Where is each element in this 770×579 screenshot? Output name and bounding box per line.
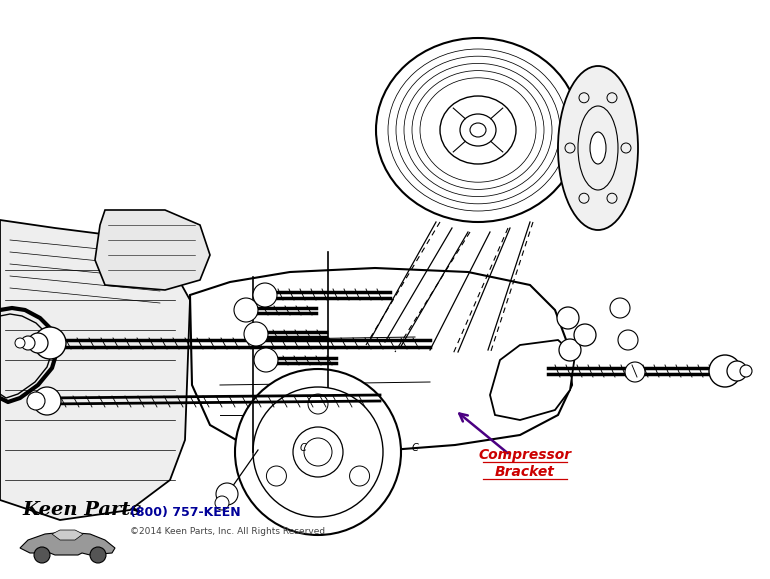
Polygon shape [190,268,572,452]
Ellipse shape [558,66,638,230]
Polygon shape [390,58,568,195]
Ellipse shape [376,38,580,222]
Ellipse shape [293,427,343,477]
Ellipse shape [34,547,50,563]
Ellipse shape [610,298,630,318]
Ellipse shape [27,392,45,410]
Ellipse shape [254,348,278,372]
Ellipse shape [28,333,48,353]
Ellipse shape [740,365,752,377]
Ellipse shape [235,369,401,535]
Ellipse shape [557,307,579,329]
Text: Bracket: Bracket [495,465,555,479]
Ellipse shape [470,123,486,137]
Polygon shape [52,530,83,540]
Ellipse shape [33,387,61,415]
Ellipse shape [253,283,277,307]
Text: ©2014 Keen Parts, Inc. All Rights Reserved: ©2014 Keen Parts, Inc. All Rights Reserv… [130,527,325,536]
Text: C: C [412,443,418,453]
Ellipse shape [15,338,25,348]
Text: Keen Parts: Keen Parts [22,501,141,519]
Text: Compressor: Compressor [478,448,571,462]
Ellipse shape [216,483,238,505]
Ellipse shape [559,339,581,361]
Ellipse shape [709,355,741,387]
Ellipse shape [727,361,747,381]
Ellipse shape [90,547,106,563]
Ellipse shape [574,324,596,346]
Ellipse shape [440,96,516,164]
Ellipse shape [244,322,268,346]
Polygon shape [0,220,190,520]
Polygon shape [490,340,575,420]
Ellipse shape [234,298,258,322]
Ellipse shape [215,496,229,510]
Ellipse shape [590,132,606,164]
Polygon shape [20,532,115,555]
Polygon shape [95,210,210,290]
Ellipse shape [625,362,645,382]
Text: (800) 757-KEEN: (800) 757-KEEN [130,506,240,519]
Ellipse shape [618,330,638,350]
Ellipse shape [34,327,66,359]
Ellipse shape [460,114,496,146]
Text: C: C [300,443,306,453]
Ellipse shape [21,336,35,350]
